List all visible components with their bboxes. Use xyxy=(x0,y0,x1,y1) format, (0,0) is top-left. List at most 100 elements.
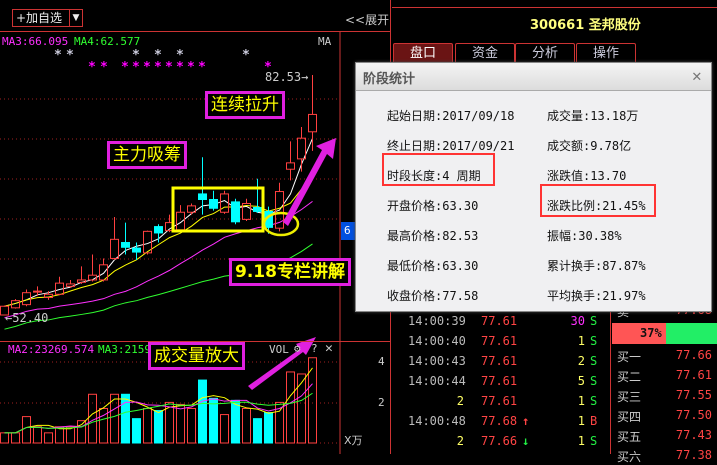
volume-bar xyxy=(231,399,240,444)
signal-star-icon: * xyxy=(100,60,108,75)
volume-bar xyxy=(11,432,20,444)
bid-label: 买六 xyxy=(617,450,642,464)
volume-bar xyxy=(22,416,31,444)
stat-item: 收盘价格:77.58 xyxy=(387,289,479,303)
volume-bar xyxy=(132,418,141,444)
candle xyxy=(22,289,31,307)
stat-item: 涨跌值:13.70 xyxy=(547,169,627,183)
tab-analysis[interactable]: 分析 xyxy=(515,43,575,63)
candle xyxy=(187,203,196,215)
tick-time: 14:00:44 xyxy=(408,374,466,388)
candle xyxy=(33,286,42,296)
candle xyxy=(220,190,229,214)
candle xyxy=(286,141,295,181)
bid-price: 77.38 xyxy=(675,448,712,462)
tab-pankou[interactable]: 盘口 xyxy=(393,43,453,63)
bid-label: 买二 xyxy=(617,370,642,384)
volume-bar xyxy=(253,418,262,444)
tick-price: 77.61 xyxy=(481,314,518,328)
annotation-column: 9.18专栏讲解 xyxy=(229,258,351,286)
tick-price: 77.61 xyxy=(481,334,518,348)
rally-arrow xyxy=(283,138,336,226)
tab-operation[interactable]: 操作 xyxy=(576,43,636,63)
signal-star-icon: * xyxy=(66,48,74,63)
volume-bar xyxy=(209,397,218,444)
vol-ma2-label: MA2:23269.574 xyxy=(8,343,95,356)
volume-bar xyxy=(242,407,251,444)
tick-price: 77.61 xyxy=(481,394,518,408)
tick-side: S xyxy=(590,374,598,388)
buy-sell-ratio-bar: 37% xyxy=(612,323,717,344)
vol-tick: 4 xyxy=(378,355,385,368)
candle xyxy=(297,127,306,172)
volume-bar xyxy=(154,410,163,444)
volume-bar xyxy=(220,414,229,444)
help-icon[interactable]: ? xyxy=(311,342,318,355)
volume-ma-line xyxy=(4,392,313,434)
tick-side: S xyxy=(590,334,598,348)
close-icon[interactable]: ✕ xyxy=(692,66,702,85)
candle xyxy=(176,205,185,232)
tick-volume: 2 xyxy=(577,354,585,368)
candle xyxy=(88,254,97,282)
tick-time: 14:00:43 xyxy=(408,354,466,368)
tick-price: 77.61 xyxy=(481,374,518,388)
candle xyxy=(77,266,86,284)
vol-tick: 2 xyxy=(378,396,385,409)
ratio-label: 37% xyxy=(640,326,662,340)
high-price-label: 82.53→ xyxy=(265,70,309,84)
signal-star-icon: * xyxy=(176,48,184,63)
volume-bar xyxy=(33,426,42,444)
tick-side: S xyxy=(590,394,598,408)
volume-bar xyxy=(44,432,53,444)
tick-price: 77.61 xyxy=(481,354,518,368)
volume-bars xyxy=(0,357,317,444)
candle xyxy=(66,279,75,288)
tab-funds[interactable]: 资金 xyxy=(455,43,515,63)
divider xyxy=(392,7,717,8)
signal-star-icon: * xyxy=(198,60,206,75)
tick-side: S xyxy=(590,354,598,368)
signal-star-icon: * xyxy=(154,60,162,75)
candle xyxy=(121,222,130,255)
stat-item: 终止日期:2017/09/21 xyxy=(387,139,515,153)
bid-price: 77.43 xyxy=(675,428,712,442)
candle xyxy=(0,305,9,316)
volume-bar xyxy=(143,407,152,444)
ma12-line xyxy=(4,200,313,319)
annotation-volume: 成交量放大 xyxy=(148,342,245,370)
candle xyxy=(231,198,240,225)
tick-volume: 5 xyxy=(577,374,585,388)
candle xyxy=(242,198,251,222)
tick-side: S xyxy=(590,434,598,448)
signal-star-icon: * xyxy=(264,60,272,75)
candle xyxy=(44,291,53,300)
settings-icon[interactable]: ⚙ xyxy=(294,342,301,355)
current-price-tag: 6 xyxy=(341,222,359,240)
stat-item: 涨跌比例:21.45% xyxy=(547,199,646,213)
chart-grid xyxy=(0,32,341,454)
highlight-change-ratio xyxy=(540,184,656,217)
stat-item: 开盘价格:63.30 xyxy=(387,199,479,213)
caret-down-icon[interactable]: ▼ xyxy=(69,9,83,27)
kline-chart[interactable] xyxy=(0,0,717,454)
signal-star-icon: * xyxy=(88,60,96,75)
stat-item: 起始日期:2017/09/18 xyxy=(387,109,515,123)
expand-button[interactable]: <<展开 xyxy=(345,13,390,27)
signal-star-icon: * xyxy=(121,60,129,75)
tick-side: S xyxy=(590,314,598,328)
stat-item: 最低价格:63.30 xyxy=(387,259,479,273)
volume-bar xyxy=(121,393,130,444)
tick-time: 14:00:40 xyxy=(408,334,466,348)
close-icon[interactable]: ✕ xyxy=(325,341,333,356)
dialog-titlebar[interactable]: 阶段统计 ✕ xyxy=(356,63,711,91)
signal-star-icon: * xyxy=(143,60,151,75)
candle xyxy=(209,190,218,211)
arrow-down-icon: ↓ xyxy=(522,434,530,448)
tick-volume: 30 xyxy=(570,314,585,328)
low-price-label: ←52.40 xyxy=(5,311,49,325)
volume-bar xyxy=(297,373,306,444)
stat-item: 振幅:30.38% xyxy=(547,229,622,243)
stat-item: 时段长度:4 周期 xyxy=(387,169,481,183)
add-watchlist-button[interactable]: +加自选 xyxy=(12,9,70,27)
